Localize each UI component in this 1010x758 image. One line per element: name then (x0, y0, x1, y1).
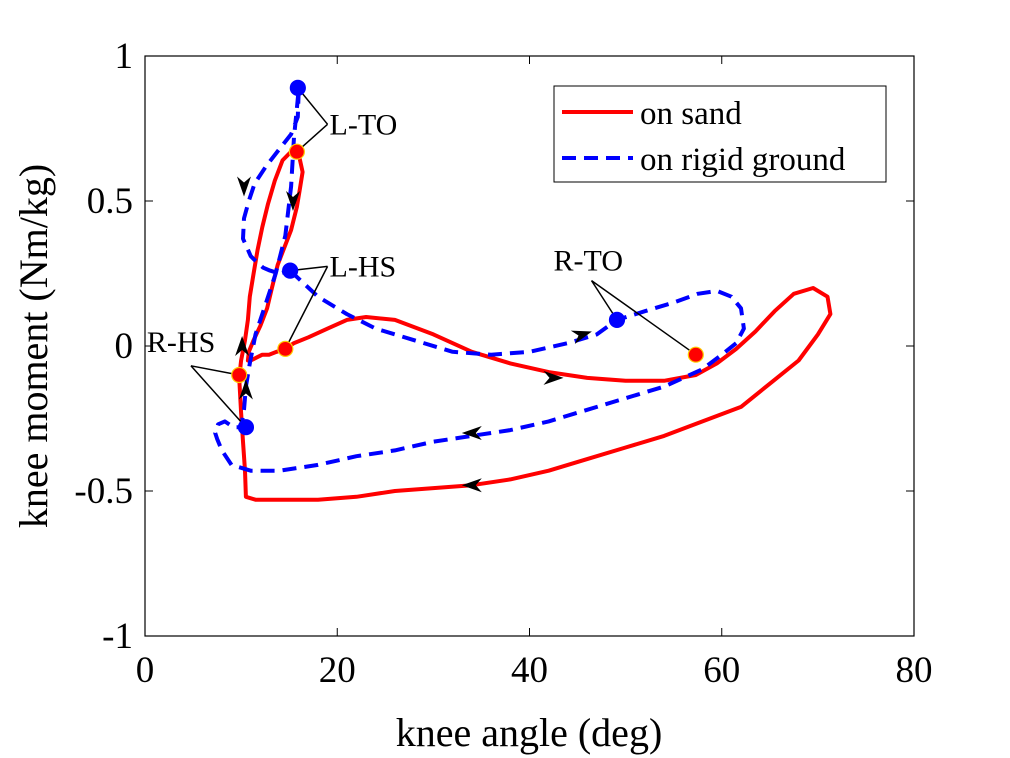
direction-arrow (543, 370, 564, 385)
legend-box (553, 85, 887, 183)
legend-label-sand: on sand (640, 96, 742, 132)
annotation-label: R-HS (147, 326, 215, 359)
event-marker (608, 311, 626, 328)
annotation-label: L-HS (330, 250, 397, 283)
event-marker (231, 366, 248, 384)
annotation-label: R-TO (554, 245, 623, 278)
event-marker (289, 79, 306, 97)
event-marker (277, 340, 294, 357)
annotation-layer: L-TO L-HS R-TO R-HS (147, 79, 704, 436)
event-marker (237, 419, 255, 436)
x-tick-label: 80 (896, 650, 933, 691)
annotation-leader (591, 279, 697, 356)
direction-arrow (461, 478, 482, 493)
annotation-label: L-TO (330, 108, 398, 141)
event-marker (687, 346, 704, 363)
annotation-leader (190, 365, 240, 376)
ticks: 0 20 40 60 80 -1 -0.5 0 0.5 1 (74, 36, 932, 691)
direction-arrow (238, 379, 253, 400)
x-tick-label: 60 (703, 650, 740, 691)
legend-label-rigid: on rigid ground (640, 142, 846, 178)
plot-frame (144, 55, 915, 637)
x-tick-label: 40 (511, 650, 548, 691)
legend: on sand on rigid ground (553, 85, 887, 183)
event-marker (282, 262, 299, 279)
direction-arrow (286, 191, 300, 211)
y-tick-label: 1 (115, 36, 134, 77)
series-line-rigid (213, 85, 746, 473)
annotation-leader (190, 365, 247, 428)
series-layer (213, 85, 833, 502)
annotation-leader (284, 266, 329, 350)
y-tick-label: -0.5 (74, 471, 133, 512)
direction-arrow (570, 330, 592, 344)
y-tick-label: -1 (102, 616, 133, 657)
y-tick-label: 0.5 (87, 181, 133, 222)
y-tick-label: 0 (115, 326, 134, 367)
x-axis-title: knee angle (deg) (396, 710, 663, 755)
direction-arrow (461, 426, 482, 440)
event-marker (288, 143, 305, 160)
x-tick-label: 20 (319, 650, 356, 691)
y-axis-title: knee moment (Nm/kg) (11, 164, 56, 528)
direction-arrow (237, 176, 251, 197)
x-tick-label: 0 (136, 650, 155, 691)
direction-arrow (235, 336, 250, 356)
